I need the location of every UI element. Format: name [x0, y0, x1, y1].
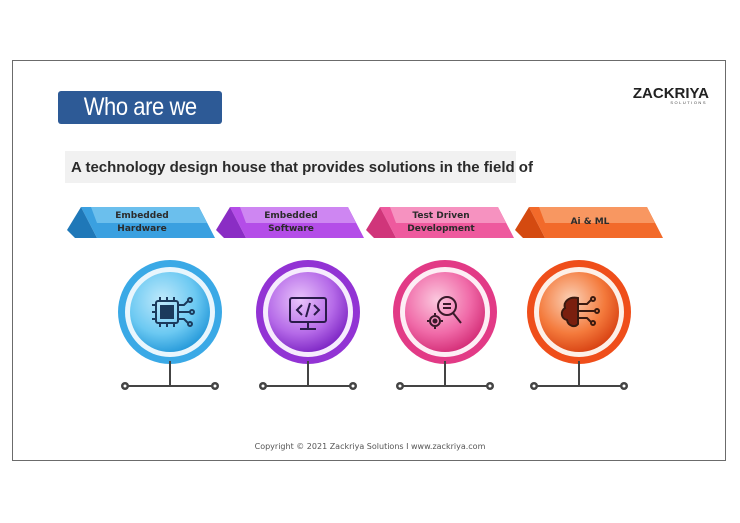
test-gear-icon: [427, 296, 462, 329]
footer-copyright: Copyright © 2021 Zackriya Solutions I ww…: [254, 442, 486, 451]
slide-subtitle: A technology design house that provides …: [71, 158, 533, 176]
ribbon-embedded-hardware: Embedded Hardware: [67, 207, 215, 238]
slide: Who are we ZACKRIYA SOLUTIONS A technolo…: [12, 60, 726, 461]
badge-test-driven-development: [391, 258, 499, 366]
chip-icon: [152, 297, 195, 327]
brain-circuit-icon: [560, 296, 600, 328]
subtitle-banner: A technology design house that provides …: [65, 151, 533, 183]
logo-text: ZACKRIYA: [632, 85, 709, 102]
stand-connector: [395, 361, 495, 391]
code-monitor-icon: [289, 297, 327, 330]
badge-embedded-hardware: [116, 258, 224, 366]
ribbon-embedded-software: Embedded Software: [216, 207, 364, 238]
ribbon-shape: [366, 207, 514, 238]
slide-title: Who are we: [83, 93, 197, 121]
stand-connector: [258, 361, 358, 391]
badge-ai-ml: [525, 258, 633, 366]
title-banner: Who are we: [58, 91, 222, 124]
company-logo: ZACKRIYA SOLUTIONS: [633, 85, 709, 105]
ribbon-shape: [67, 207, 215, 238]
stand-connector: [120, 361, 220, 391]
ribbon-label: Ai & ML: [570, 217, 610, 227]
ribbon-shape: [515, 207, 663, 238]
logo-subtext: SOLUTIONS: [670, 100, 707, 105]
badge-embedded-software: [254, 258, 362, 366]
ribbon-label: Embedded Hardware: [115, 210, 169, 234]
ribbon-shape: [216, 207, 364, 238]
ribbon-label: Embedded Software: [264, 210, 318, 234]
ribbon-ai-ml: Ai & ML: [515, 207, 663, 238]
stand-connector: [529, 361, 629, 391]
ribbon-test-driven-development: Test Driven Development: [366, 207, 514, 238]
ribbon-label: Test Driven Development: [407, 210, 475, 234]
